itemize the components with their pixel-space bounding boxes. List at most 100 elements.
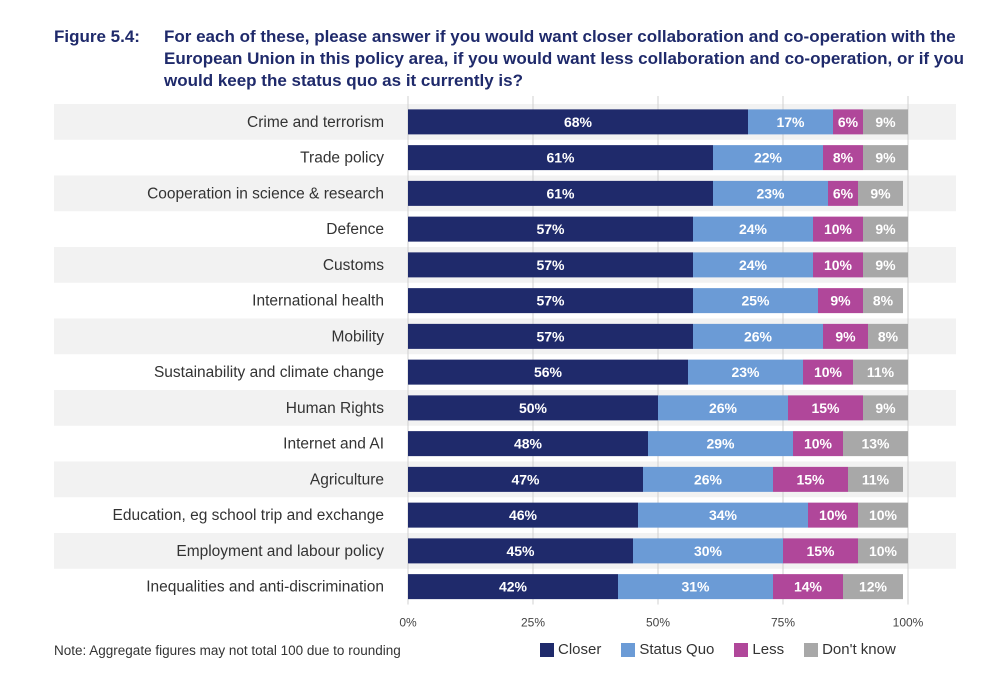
data-label: 45% bbox=[506, 543, 535, 559]
bar-dont-know bbox=[843, 574, 903, 600]
legend-label: Closer bbox=[558, 641, 602, 658]
bar-closer bbox=[408, 216, 693, 242]
bar-status-quo bbox=[748, 109, 833, 135]
category-label: Education, eg school trip and exchange bbox=[113, 507, 384, 524]
bar-less bbox=[773, 466, 848, 492]
x-tick-label: 75% bbox=[771, 616, 795, 630]
x-tick-label: 0% bbox=[399, 616, 417, 630]
x-tick-label: 50% bbox=[646, 616, 670, 630]
bar-closer bbox=[408, 323, 693, 349]
bar-closer bbox=[408, 502, 638, 528]
legend-swatch bbox=[734, 642, 749, 657]
bar-less bbox=[808, 502, 858, 528]
data-label: 34% bbox=[709, 507, 738, 523]
bar-less bbox=[783, 538, 858, 564]
category-label: Sustainability and climate change bbox=[154, 364, 384, 381]
legend-label: Less bbox=[752, 641, 785, 658]
data-label: 48% bbox=[514, 436, 543, 452]
bar-closer bbox=[408, 109, 748, 135]
bar-status-quo bbox=[693, 216, 813, 242]
bar-closer bbox=[408, 180, 713, 206]
bar-less bbox=[788, 395, 863, 421]
category-label: Trade policy bbox=[300, 150, 384, 167]
category-label: Internet and AI bbox=[283, 436, 384, 453]
data-label: 10% bbox=[869, 507, 898, 523]
bar-dont-know bbox=[858, 502, 908, 528]
figure-label: Figure 5.4: bbox=[54, 27, 140, 46]
data-label: 30% bbox=[694, 543, 723, 559]
legend-label: Don't know bbox=[822, 641, 896, 658]
data-label: 24% bbox=[739, 257, 768, 273]
data-label: 47% bbox=[511, 471, 540, 487]
bar-status-quo bbox=[643, 466, 773, 492]
category-label: International health bbox=[252, 293, 384, 310]
data-label: 61% bbox=[546, 150, 575, 166]
bar-dont-know bbox=[843, 431, 908, 457]
data-label: 8% bbox=[878, 328, 899, 344]
data-label: 9% bbox=[875, 221, 896, 237]
data-label: 56% bbox=[534, 364, 563, 380]
bar-closer bbox=[408, 288, 693, 314]
bar-status-quo bbox=[693, 252, 813, 278]
data-label: 8% bbox=[873, 293, 894, 309]
data-label: 26% bbox=[709, 400, 738, 416]
legend-swatch bbox=[540, 642, 554, 657]
data-label: 13% bbox=[861, 436, 890, 452]
data-label: 15% bbox=[796, 471, 825, 487]
legend-swatch bbox=[804, 642, 819, 657]
bar-closer bbox=[408, 395, 658, 421]
data-label: 9% bbox=[870, 185, 891, 201]
category-label: Inequalities and anti-discrimination bbox=[146, 579, 384, 596]
bar-dont-know bbox=[863, 145, 908, 171]
data-label: 25% bbox=[741, 293, 770, 309]
bar-dont-know bbox=[848, 466, 903, 492]
bar-status-quo bbox=[633, 538, 783, 564]
legend-item-dont-know: Don't know bbox=[804, 641, 896, 658]
data-label: 15% bbox=[811, 400, 840, 416]
bar-status-quo bbox=[693, 288, 818, 314]
data-label: 24% bbox=[739, 221, 768, 237]
data-label: 23% bbox=[756, 185, 785, 201]
data-label: 26% bbox=[694, 471, 723, 487]
data-label: 15% bbox=[806, 543, 835, 559]
data-label: 26% bbox=[744, 328, 773, 344]
bar-less bbox=[828, 180, 858, 206]
category-label: Mobility bbox=[331, 328, 384, 345]
data-label: 14% bbox=[794, 579, 823, 595]
data-label: 9% bbox=[875, 114, 896, 130]
data-label: 42% bbox=[499, 579, 528, 595]
bar-less bbox=[818, 288, 863, 314]
x-tick-label: 100% bbox=[893, 616, 924, 630]
chart-legend: Closer Status Quo Less Don't know bbox=[540, 641, 916, 658]
data-label: 9% bbox=[875, 400, 896, 416]
bar-less bbox=[823, 145, 863, 171]
data-label: 8% bbox=[833, 150, 854, 166]
data-label: 50% bbox=[519, 400, 548, 416]
bar-status-quo bbox=[638, 502, 808, 528]
bar-status-quo bbox=[713, 180, 828, 206]
bar-status-quo bbox=[693, 323, 823, 349]
data-label: 46% bbox=[509, 507, 538, 523]
bar-less bbox=[823, 323, 868, 349]
category-label: Defence bbox=[326, 221, 384, 238]
bar-closer bbox=[408, 466, 643, 492]
data-label: 68% bbox=[564, 114, 593, 130]
bar-dont-know bbox=[858, 180, 903, 206]
category-label: Employment and labour policy bbox=[176, 543, 384, 560]
data-label: 9% bbox=[830, 293, 851, 309]
bar-less bbox=[793, 431, 843, 457]
bar-dont-know bbox=[863, 109, 908, 135]
bar-dont-know bbox=[868, 323, 908, 349]
legend-item-closer: Closer bbox=[540, 641, 601, 658]
category-label: Cooperation in science & research bbox=[147, 185, 384, 202]
bar-status-quo bbox=[648, 431, 793, 457]
bar-closer bbox=[408, 359, 688, 385]
bar-closer bbox=[408, 538, 633, 564]
footnote: Note: Aggregate figures may not total 10… bbox=[54, 643, 401, 658]
data-label: 57% bbox=[536, 328, 565, 344]
data-label: 57% bbox=[536, 257, 565, 273]
bar-closer bbox=[408, 145, 713, 171]
bar-status-quo bbox=[658, 395, 788, 421]
figure-question: For each of these, please answer if you … bbox=[164, 27, 965, 90]
